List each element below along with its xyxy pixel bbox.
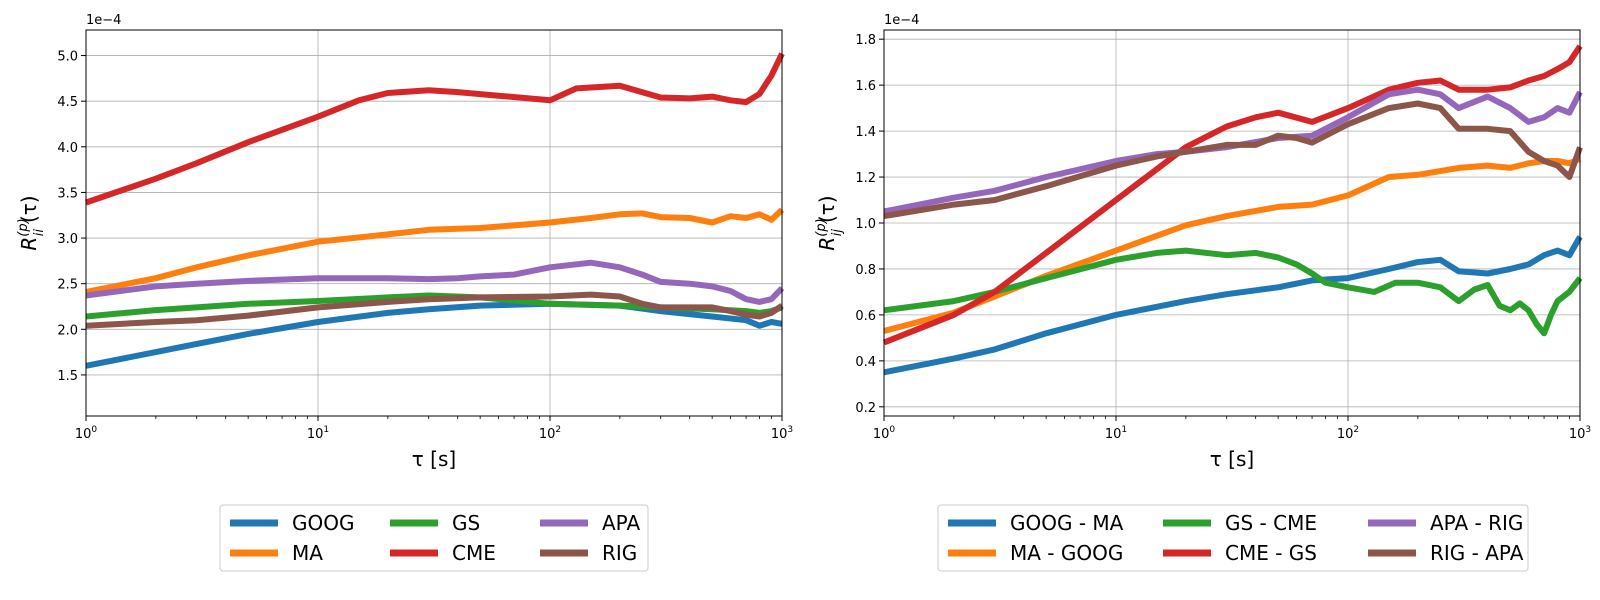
legend-label-2: GS - CME [1225,511,1317,535]
x-tick-label: 102 [1337,425,1359,442]
series-line-4 [85,259,785,305]
series-line-2 [883,247,1583,337]
y-tick-label: 1.0 [855,217,876,232]
y-tick-label: 1.5 [57,369,78,384]
legend-label-3: CME - GS [1225,541,1317,565]
y-tick-label: 0.2 [855,401,876,416]
y-tick-label: 2.0 [57,323,78,338]
axes-frame [85,29,783,417]
legend-label-3: CME [452,541,496,565]
y-tick-label: 5.0 [57,50,78,65]
y-tick-label: 1.6 [855,79,876,94]
y-tick-label: 1.2 [855,171,876,186]
series-line-1 [85,207,785,295]
y-tick-label: 1.8 [855,33,876,48]
y-axis-label: R(p)ij(τ) [814,195,845,250]
legend: GOOG MA GS CME APA RIG [219,504,649,572]
series-line-4 [883,86,1583,215]
series-line-5 [85,291,784,329]
legend-label-0: GOOG [292,511,354,535]
series-line-1 [883,155,1582,334]
legend-label-5: RIG - APA [1430,541,1524,565]
y-tick-label: 0.4 [855,355,876,370]
legend-box [219,504,649,572]
plot-area [85,52,785,369]
x-tick-label: 101 [307,425,329,442]
x-tick-label: 100 [75,425,98,442]
legend-label-4: APA [602,511,640,535]
y-tick-label: 3.5 [57,186,78,201]
x-tick-label: 103 [771,425,793,442]
legend-label-0: GOOG - MA [1010,511,1124,535]
y-tick-label: 3.0 [57,232,78,247]
y-tick-label: 2.5 [57,278,78,293]
series-line-0 [883,235,1583,376]
legend-label-4: APA - RIG [1430,511,1523,535]
y-axis-label: R(p)ii(τ) [16,195,47,250]
series-line-3 [85,52,785,206]
y-tick-label: 4.0 [57,141,78,156]
y-multiplier-label: 1e−4 [86,13,121,28]
legend-label-1: MA - GOOG [1010,541,1123,565]
series-line-0 [85,300,783,369]
x-tick-label: 102 [539,425,561,442]
y-tick-label: 0.6 [855,309,876,324]
x-axis-label: τ [s] [412,447,456,471]
series-line-2 [85,292,783,320]
left-chart: 1.5 2.0 2.5 3.0 3.5 4.0 4.5 5.0 100 101 102 103 1e−4… [16,13,793,572]
right-chart: 0.2 0.4 0.6 0.8 1.0 1.2 1.4 1.6 1.8 100 101 102 103 1… [814,13,1591,572]
y-tick-label: 1.4 [855,125,876,140]
y-multiplier-label: 1e−4 [884,13,919,28]
legend-label-2: GS [452,511,480,535]
plot-area [882,44,1583,376]
legend-label-5: RIG [602,541,637,565]
x-tick-label: 103 [1569,425,1591,442]
legend: GOOG - MA MA - GOOG GS - CME CME - GS APA - … [937,504,1529,572]
x-axis-label: τ [s] [1210,447,1254,471]
y-tick-label: 0.8 [855,263,876,278]
series-line-5 [883,100,1583,220]
legend-label-1: MA [292,541,323,565]
x-tick-label: 100 [873,425,896,442]
series-line-3 [882,44,1583,346]
y-tick-label: 4.5 [57,95,78,110]
x-tick-label: 101 [1105,425,1127,442]
